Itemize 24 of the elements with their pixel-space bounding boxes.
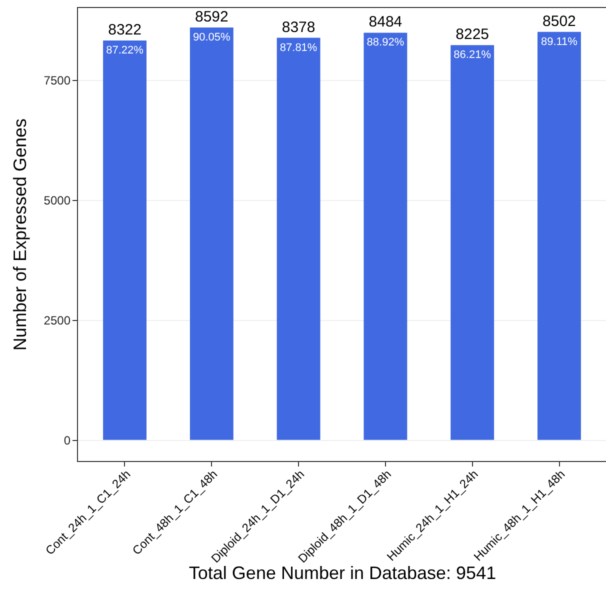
- bar: [450, 45, 494, 440]
- data-label: 8322: [108, 22, 142, 38]
- annotation: 86.21%: [454, 49, 492, 62]
- annotation: 88.92%: [366, 36, 404, 49]
- y-tick-label: 7500: [44, 73, 71, 88]
- bar: [276, 38, 320, 440]
- data-label: 8502: [542, 12, 576, 30]
- y-tick-label: 2500: [44, 313, 71, 328]
- annotation: 90.05%: [193, 32, 231, 44]
- y-axis-title: Number of Expressed Genes: [10, 118, 30, 351]
- y-tick-label: 0: [64, 433, 71, 448]
- bar: [537, 32, 581, 440]
- x-axis-title: Total Gene Number in Database: 9541: [188, 562, 496, 583]
- annotation: 89.11%: [540, 36, 578, 48]
- bar: [103, 40, 147, 440]
- data-label: 8592: [194, 8, 228, 26]
- bar: [364, 32, 408, 440]
- y-tick-label: 5000: [44, 193, 71, 208]
- data-label: 8225: [456, 26, 490, 44]
- annotation: 87.81%: [280, 42, 318, 54]
- data-label: 8484: [368, 14, 402, 31]
- annotation: 87.22%: [106, 44, 144, 56]
- bar: [190, 28, 234, 440]
- data-label: 8378: [282, 18, 316, 36]
